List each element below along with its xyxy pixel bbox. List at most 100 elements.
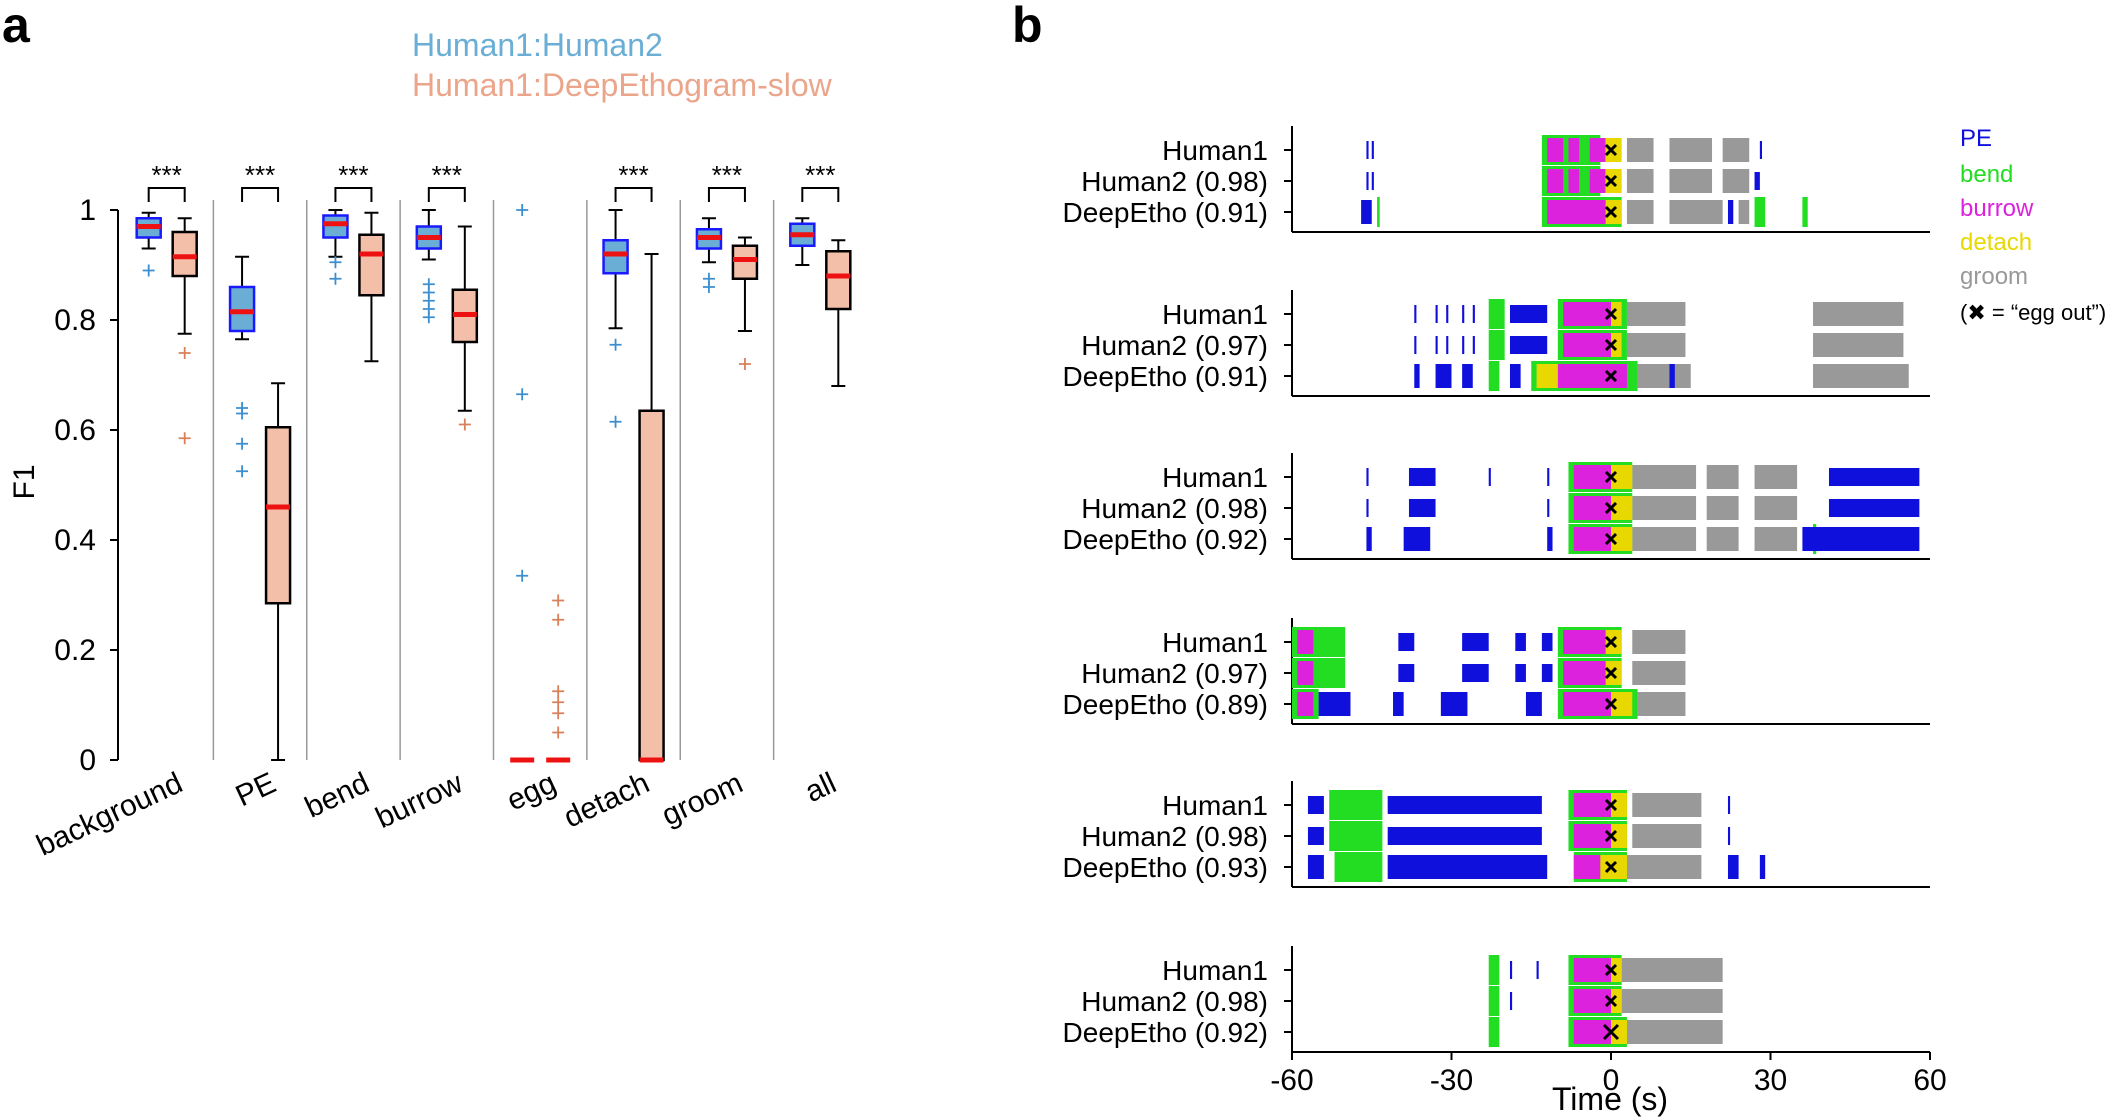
bout-detach: [1605, 200, 1622, 224]
bout-burrow: [1547, 169, 1564, 193]
outlier-marker: [552, 726, 565, 739]
bout-pe: [1462, 336, 1465, 354]
outlier-marker: [236, 465, 249, 478]
bout-pe: [1515, 664, 1526, 682]
egg-out-marker: [1602, 1023, 1620, 1041]
significance-bracket: [147, 187, 186, 202]
bout-pe: [1759, 855, 1766, 879]
bout-burrow: [1568, 138, 1580, 162]
panel-a-legend-human2: Human1:Human2: [412, 27, 663, 63]
legend-egg-note: (✖ = “egg out”): [1960, 300, 2106, 325]
row-label: Human1: [1162, 135, 1268, 166]
bout-burrow: [1297, 692, 1314, 716]
row-label: Human2 (0.97): [1081, 330, 1268, 361]
bout-detach: [1611, 496, 1633, 520]
bout-burrow: [1573, 989, 1611, 1013]
row-label: DeepEtho (0.92): [1063, 524, 1268, 555]
significance-stars: ***: [245, 160, 275, 190]
bout-bend: [1334, 852, 1383, 882]
bout-burrow: [1563, 333, 1611, 357]
egg-out-marker: [1604, 798, 1618, 812]
bout-pe: [1440, 692, 1468, 716]
bout-pe: [1387, 827, 1542, 845]
bout-groom: [1626, 302, 1686, 326]
bout-burrow: [1573, 1020, 1611, 1044]
bout-pe: [1472, 336, 1475, 354]
significance-bracket: [614, 187, 653, 202]
row-label: Human1: [1162, 462, 1268, 493]
egg-out-marker: [1604, 307, 1618, 321]
panel-a-legend-deepethogram: Human1:DeepEthogram-slow: [412, 67, 833, 103]
bout-burrow: [1573, 824, 1611, 848]
bout-detach: [1611, 958, 1622, 982]
category-label: background: [32, 766, 188, 862]
bout-pe: [1408, 468, 1436, 486]
bout-bend: [1329, 821, 1383, 851]
bout-pe: [1727, 796, 1731, 814]
bout-pe: [1403, 527, 1431, 551]
egg-out-marker: [1604, 174, 1618, 188]
row-label: Human2 (0.98): [1081, 821, 1268, 852]
bout-burrow: [1547, 138, 1564, 162]
row-label: DeepEtho (0.93): [1063, 852, 1268, 883]
bout-burrow: [1297, 630, 1314, 654]
egg-out-marker: [1604, 963, 1618, 977]
bout-pe: [1488, 468, 1491, 486]
legend-pe: PE: [1960, 125, 1992, 152]
significance-stars: ***: [805, 160, 835, 190]
bout-groom: [1754, 496, 1798, 520]
panel-a-letter: a: [2, 0, 31, 53]
significance-bracket: [801, 187, 840, 202]
bout-pe: [1727, 200, 1734, 224]
bout-pe: [1515, 633, 1526, 651]
bout-pe: [1307, 796, 1324, 814]
row-label: Human2 (0.98): [1081, 986, 1268, 1017]
box-deepetho: [638, 409, 665, 762]
bout-pe: [1462, 664, 1489, 682]
row-label: DeepEtho (0.92): [1063, 1017, 1268, 1048]
significance-bracket: [334, 187, 373, 202]
y-tick-label: 1: [79, 194, 96, 227]
outlier-marker: [552, 594, 565, 607]
x-tick-label: 30: [1754, 1064, 1787, 1097]
bout-pe: [1525, 692, 1542, 716]
box-human: [322, 214, 349, 239]
bout-pe: [1414, 364, 1420, 388]
bout-pe: [1547, 527, 1553, 551]
bout-groom: [1626, 138, 1654, 162]
bout-groom: [1706, 527, 1739, 551]
bout-pe: [1828, 499, 1920, 517]
bout-detach: [1611, 465, 1633, 489]
category-label: egg: [502, 766, 561, 817]
bout-groom: [1706, 496, 1739, 520]
box-deepetho: [171, 230, 198, 278]
outlier-marker: [236, 407, 249, 420]
outlier-marker: [552, 707, 565, 720]
row-label: DeepEtho (0.89): [1063, 689, 1268, 720]
bout-pe: [1669, 364, 1675, 388]
bout-groom: [1669, 200, 1723, 224]
bout-pe: [1371, 141, 1374, 159]
bout-bend: [1488, 955, 1500, 985]
y-tick-label: 0.8: [54, 304, 96, 337]
bout-pe: [1509, 305, 1548, 323]
outlier-marker: [609, 338, 622, 351]
bout-pe: [1387, 796, 1542, 814]
bout-bend: [1329, 790, 1383, 820]
bout-pe: [1446, 336, 1449, 354]
outlier-marker: [422, 311, 435, 324]
bout-groom: [1813, 302, 1904, 326]
outlier-marker: [329, 256, 342, 269]
outlier-marker: [738, 358, 751, 370]
egg-out-marker: [1604, 697, 1618, 711]
y-tick-label: 0.6: [54, 414, 96, 447]
bout-groom: [1632, 465, 1697, 489]
bout-groom: [1722, 138, 1750, 162]
bout-groom: [1706, 465, 1739, 489]
bout-pe: [1307, 855, 1324, 879]
bout-groom: [1738, 200, 1750, 224]
egg-out-marker: [1604, 666, 1618, 680]
bout-pe: [1547, 499, 1550, 517]
bout-groom: [1754, 465, 1798, 489]
bout-detach: [1605, 138, 1622, 162]
